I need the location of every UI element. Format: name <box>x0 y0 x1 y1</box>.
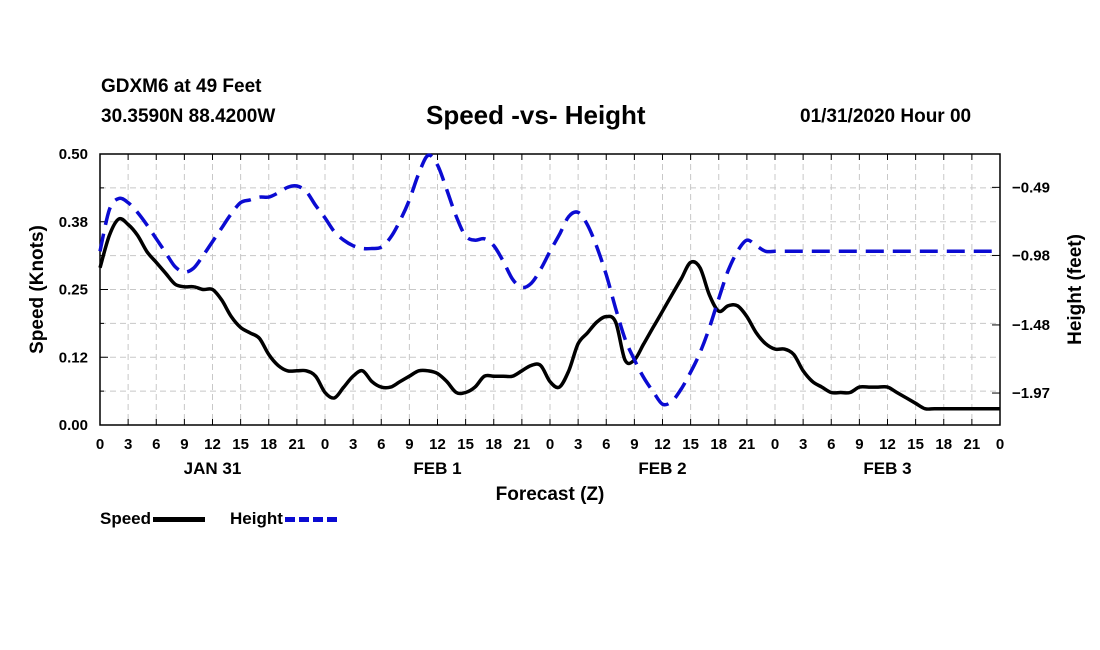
left-tick-label: 0.50 <box>59 146 88 163</box>
x-tick-label: 0 <box>96 436 104 453</box>
x-tick-label: 6 <box>827 436 835 453</box>
right-tick-label: −1.97 <box>1012 385 1050 402</box>
x-tick-label: 3 <box>574 436 582 453</box>
left-axis-label: Speed (Knots) <box>27 225 48 354</box>
x-tick-label: 6 <box>602 436 610 453</box>
speed-series-line <box>98 216 1000 411</box>
x-tick-label: 21 <box>964 436 981 453</box>
x-tick-label: 9 <box>855 436 863 453</box>
legend-speed-label: Speed <box>100 509 152 528</box>
grid <box>100 154 1000 425</box>
coordinates-label: 30.3590N 88.4200W <box>101 106 276 127</box>
x-day-label: JAN 31 <box>184 459 242 478</box>
x-tick-label: 3 <box>799 436 807 453</box>
legend-speed-swatch <box>153 516 206 522</box>
x-tick-label: 0 <box>546 436 554 453</box>
right-tick-label: −1.48 <box>1012 317 1050 334</box>
x-tick-label: 0 <box>996 436 1004 453</box>
x-tick-label: 21 <box>289 436 306 453</box>
legend-height-swatch <box>284 516 337 522</box>
x-tick-label: 15 <box>232 436 249 453</box>
x-day-label: FEB 3 <box>863 459 911 478</box>
x-tick-label: 12 <box>204 436 221 453</box>
x-tick-label: 18 <box>485 436 502 453</box>
x-tick-label: 12 <box>879 436 896 453</box>
right-axis: −0.49 −0.98 −1.48 −1.97 <box>992 179 1050 402</box>
height-series-line <box>98 153 1000 407</box>
left-tick-label: 0.00 <box>59 417 88 434</box>
x-tick-label: 15 <box>457 436 474 453</box>
right-axis-label: Height (feet) <box>1065 234 1086 345</box>
x-tick-label: 0 <box>771 436 779 453</box>
legend-speed: Speed <box>100 509 206 529</box>
x-tick-label: 15 <box>907 436 924 453</box>
x-tick-label: 21 <box>739 436 756 453</box>
x-tick-label: 21 <box>514 436 531 453</box>
x-tick-label: 18 <box>710 436 727 453</box>
left-axis: 0.00 0.12 0.25 0.38 0.50 <box>59 146 108 434</box>
x-tick-label: 6 <box>377 436 385 453</box>
x-tick-label: 9 <box>180 436 188 453</box>
x-day-label: FEB 2 <box>638 459 686 478</box>
x-axis-label: Forecast (Z) <box>496 484 605 505</box>
legend-height: Height <box>230 509 337 529</box>
station-label: GDXM6 at 49 Feet <box>101 76 262 97</box>
x-tick-label: 18 <box>935 436 952 453</box>
x-day-label: FEB 1 <box>413 459 461 478</box>
x-tick-label: 15 <box>682 436 699 453</box>
x-tick-label: 12 <box>429 436 446 453</box>
left-tick-label: 0.12 <box>59 349 88 366</box>
x-tick-label: 3 <box>124 436 132 453</box>
x-tick-label: 0 <box>321 436 329 453</box>
x-tick-label: 12 <box>654 436 671 453</box>
x-tick-label: 18 <box>260 436 277 453</box>
x-tick-label: 9 <box>405 436 413 453</box>
chart-title: Speed -vs- Height <box>426 100 646 130</box>
forecast-date-label: 01/31/2020 Hour 00 <box>800 106 972 127</box>
x-tick-label: 3 <box>349 436 357 453</box>
legend-height-label: Height <box>230 509 283 528</box>
right-tick-label: −0.49 <box>1012 179 1050 196</box>
x-tick-label: 6 <box>152 436 160 453</box>
right-tick-label: −0.98 <box>1012 247 1050 264</box>
left-tick-label: 0.25 <box>59 282 88 299</box>
x-tick-label: 9 <box>630 436 638 453</box>
left-tick-label: 0.38 <box>59 214 88 231</box>
x-axis: 0 3 6 9 12 15 18 21 0 3 6 9 12 15 18 21 0 3 6 9 12 15 18 21 0 3 6 9… <box>96 154 1004 478</box>
